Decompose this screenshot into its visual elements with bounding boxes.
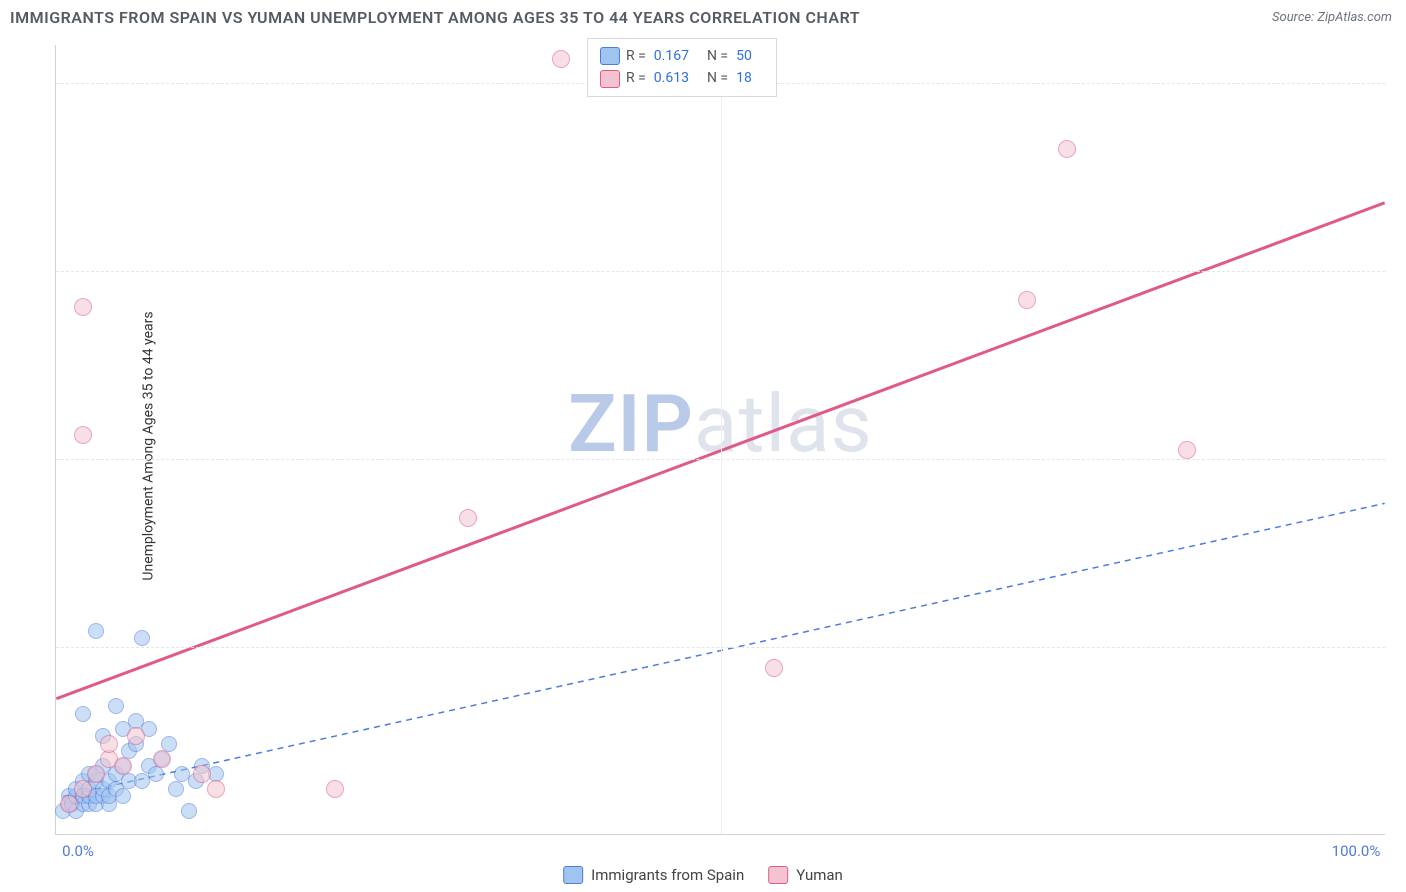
ytick-label: 100.0% xyxy=(1395,74,1406,92)
legend-r-label: R = xyxy=(626,67,646,89)
legend-stats-row: R = 0.613 N = 18 xyxy=(600,67,764,89)
scatter-point xyxy=(108,698,124,714)
scatter-point xyxy=(181,803,197,819)
scatter-point xyxy=(75,706,91,722)
trend-line xyxy=(63,503,1385,796)
scatter-point xyxy=(459,509,477,527)
legend-n-label: N = xyxy=(707,45,728,67)
legend-swatch xyxy=(600,70,620,88)
ytick-label: 25.0% xyxy=(1395,638,1406,656)
legend-item: Immigrants from Spain xyxy=(563,866,744,884)
scatter-point xyxy=(153,750,171,768)
scatter-point xyxy=(1058,140,1076,158)
legend-swatch xyxy=(563,866,583,884)
xtick-label: 0.0% xyxy=(62,842,94,860)
legend-r-label: R = xyxy=(626,45,646,67)
legend-stats: R = 0.167 N = 50 R = 0.613 N = 18 xyxy=(587,38,777,97)
gridline-v xyxy=(721,45,722,834)
legend-n-value: 50 xyxy=(736,45,752,67)
scatter-point xyxy=(168,781,184,797)
chart-plot-area: ZIPatlas 25.0%50.0%75.0%100.0%0.0%100.0% xyxy=(55,45,1385,835)
legend-stats-row: R = 0.167 N = 50 xyxy=(600,45,764,67)
legend-item-label: Yuman xyxy=(796,866,843,884)
legend-swatch xyxy=(768,866,788,884)
legend-bottom: Immigrants from Spain Yuman xyxy=(563,866,843,884)
scatter-point xyxy=(127,727,145,745)
scatter-point xyxy=(1018,291,1036,309)
scatter-point xyxy=(87,765,105,783)
legend-n-label: N = xyxy=(707,67,728,89)
scatter-point xyxy=(74,298,92,316)
scatter-point xyxy=(88,623,104,639)
legend-swatch xyxy=(600,47,620,65)
legend-r-value: 0.167 xyxy=(654,45,689,67)
scatter-point xyxy=(60,795,78,813)
scatter-point xyxy=(134,630,150,646)
scatter-point xyxy=(326,780,344,798)
xtick-label: 100.0% xyxy=(1332,842,1381,860)
legend-item: Yuman xyxy=(768,866,843,884)
scatter-point xyxy=(765,659,783,677)
scatter-point xyxy=(114,757,132,775)
chart-title: IMMIGRANTS FROM SPAIN VS YUMAN UNEMPLOYM… xyxy=(10,8,860,27)
scatter-point xyxy=(207,780,225,798)
legend-r-value: 0.613 xyxy=(654,67,689,89)
legend-n-value: 18 xyxy=(736,67,752,89)
ytick-label: 50.0% xyxy=(1395,450,1406,468)
ytick-label: 75.0% xyxy=(1395,262,1406,280)
legend-item-label: Immigrants from Spain xyxy=(591,866,744,884)
scatter-point xyxy=(193,765,211,783)
scatter-point xyxy=(74,780,92,798)
scatter-point xyxy=(148,766,164,782)
source-label: Source: ZipAtlas.com xyxy=(1272,10,1392,25)
scatter-point xyxy=(552,50,570,68)
scatter-point xyxy=(1178,441,1196,459)
scatter-point xyxy=(115,788,131,804)
watermark-zip: ZIP xyxy=(568,377,694,471)
scatter-point xyxy=(100,735,118,753)
scatter-point xyxy=(74,426,92,444)
